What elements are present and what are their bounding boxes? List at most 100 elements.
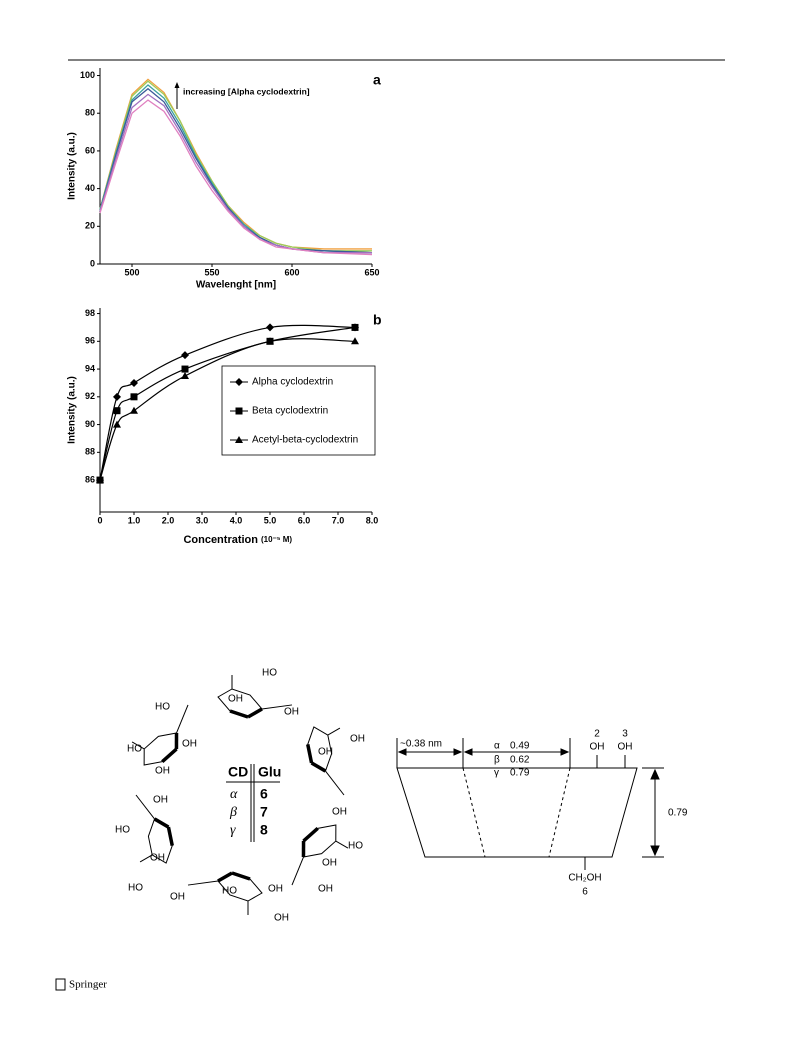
marker (113, 420, 121, 428)
ring-label: OH (228, 694, 243, 705)
side-chain (335, 840, 349, 849)
bold-bond (306, 743, 314, 764)
arrowhead (463, 748, 473, 756)
ring-labels: HO OH HO OH HO OH OH OH OH OH HO OH HO O… (115, 668, 365, 924)
y-tick-label: 60 (85, 145, 95, 155)
series-line (99, 78, 372, 250)
width-label: ~0.38 nm (400, 739, 442, 750)
legend-marker (235, 407, 243, 415)
ring-label: OH (322, 858, 337, 869)
table-cell: 8 (260, 822, 268, 838)
cone-outline (549, 767, 638, 858)
x-tick-label: 5.0 (264, 515, 277, 525)
bold-bond (229, 709, 249, 719)
marker (351, 323, 359, 331)
y-tick-label: 80 (85, 108, 95, 118)
y-tick-label: 90 (85, 419, 95, 429)
ring-label: OH (268, 884, 283, 895)
annotation: increasing [Alpha cyclodextrin] (183, 86, 310, 96)
cone-dash (548, 767, 571, 858)
glycosidic-link (325, 770, 345, 796)
ring-label: HO (348, 841, 363, 852)
group-label: OH (590, 742, 605, 753)
cd-table: CD Glu α 6 β 7 γ 8 (226, 764, 281, 842)
footer: Springer (55, 978, 107, 991)
position-label: 2 (594, 729, 600, 740)
table-cell: α (230, 787, 238, 802)
y-tick-label: 94 (85, 363, 95, 373)
ring-label: OH (274, 913, 289, 924)
ring-label: HO (155, 702, 170, 713)
table-header: Glu (258, 764, 281, 780)
series-line (99, 326, 356, 481)
bold-bond (161, 747, 178, 763)
position-label: 3 (622, 729, 628, 740)
x-tick-label: 650 (364, 267, 379, 277)
marker (130, 393, 138, 401)
x-tick-label: 0 (97, 515, 102, 525)
ring-label: OH (150, 853, 165, 864)
glycosidic-link (135, 794, 155, 820)
diameter-label: 0.62 (510, 755, 530, 766)
marker (351, 337, 359, 345)
cone-diagram (396, 738, 664, 870)
diameter-label: α (494, 741, 500, 752)
glycosidic-link (176, 704, 189, 734)
panel-label: a (373, 72, 381, 88)
legend-entry: Acetyl-beta-cyclodextrin (252, 435, 358, 446)
ring-label: OH (318, 884, 333, 895)
legend-entry: Beta cyclodextrin (252, 406, 328, 417)
ring-label: OH (318, 747, 333, 758)
y-tick-label: 98 (85, 308, 95, 318)
diameter-label: β (494, 755, 500, 766)
arrowhead (650, 768, 660, 780)
glucose-unit (302, 824, 337, 858)
ring-label: HO (128, 883, 143, 894)
y-axis-label: Intensity (a.u.) (67, 132, 78, 200)
publisher: Springer (69, 979, 107, 991)
marker (181, 351, 189, 360)
position-label: 6 (582, 887, 588, 898)
cyclodextrin-ring (131, 675, 349, 915)
bold-bond (153, 817, 170, 829)
x-tick-label: 8.0 (366, 515, 379, 525)
marker (266, 337, 274, 345)
ring-label: HO (262, 668, 277, 679)
arrowhead (560, 748, 570, 756)
table-cell: 6 (260, 786, 268, 802)
x-tick-label: 2.0 (162, 515, 175, 525)
cone-outline (396, 767, 485, 858)
y-tick-label: 20 (85, 221, 95, 231)
ring-label: OH (332, 807, 347, 818)
chart: 86 88 90 92 94 96 98 0 1.0 2.0 3.0 4.0 5.0 6.0 7.0 8.0 I… (67, 308, 382, 546)
table-cell: β (229, 805, 237, 820)
x-tick-label: 550 (204, 267, 219, 277)
series-line (99, 93, 372, 254)
diameter-label: 0.79 (510, 768, 530, 779)
glycosidic-link (261, 704, 293, 710)
bold-bond (247, 707, 263, 719)
marker (181, 372, 189, 379)
x-tick-label: 600 (284, 267, 299, 277)
y-tick-label: 86 (85, 474, 95, 484)
glycosidic-link (187, 880, 219, 886)
side-chain (327, 727, 341, 736)
series-line (99, 84, 373, 254)
bold-bond (217, 871, 233, 883)
series-line (99, 87, 373, 254)
ring-label: OH (350, 734, 365, 745)
table-header: CD (228, 764, 248, 780)
glucose-unit (143, 732, 178, 766)
x-tick-label: 7.0 (332, 515, 345, 525)
series-line (99, 80, 372, 252)
x-tick-label: 500 (124, 267, 139, 277)
x-tick-label: 4.0 (230, 515, 243, 525)
ring-label: HO (127, 744, 142, 755)
x-axis-label: Concentration (183, 534, 258, 546)
arrowhead (397, 748, 407, 756)
height-label: 0.79 (668, 808, 688, 819)
y-tick-label: 92 (85, 391, 95, 401)
x-axis-label: Wavelenght [nm] (196, 280, 276, 291)
x-tick-label: 1.0 (128, 515, 141, 525)
arrowhead (650, 845, 660, 857)
